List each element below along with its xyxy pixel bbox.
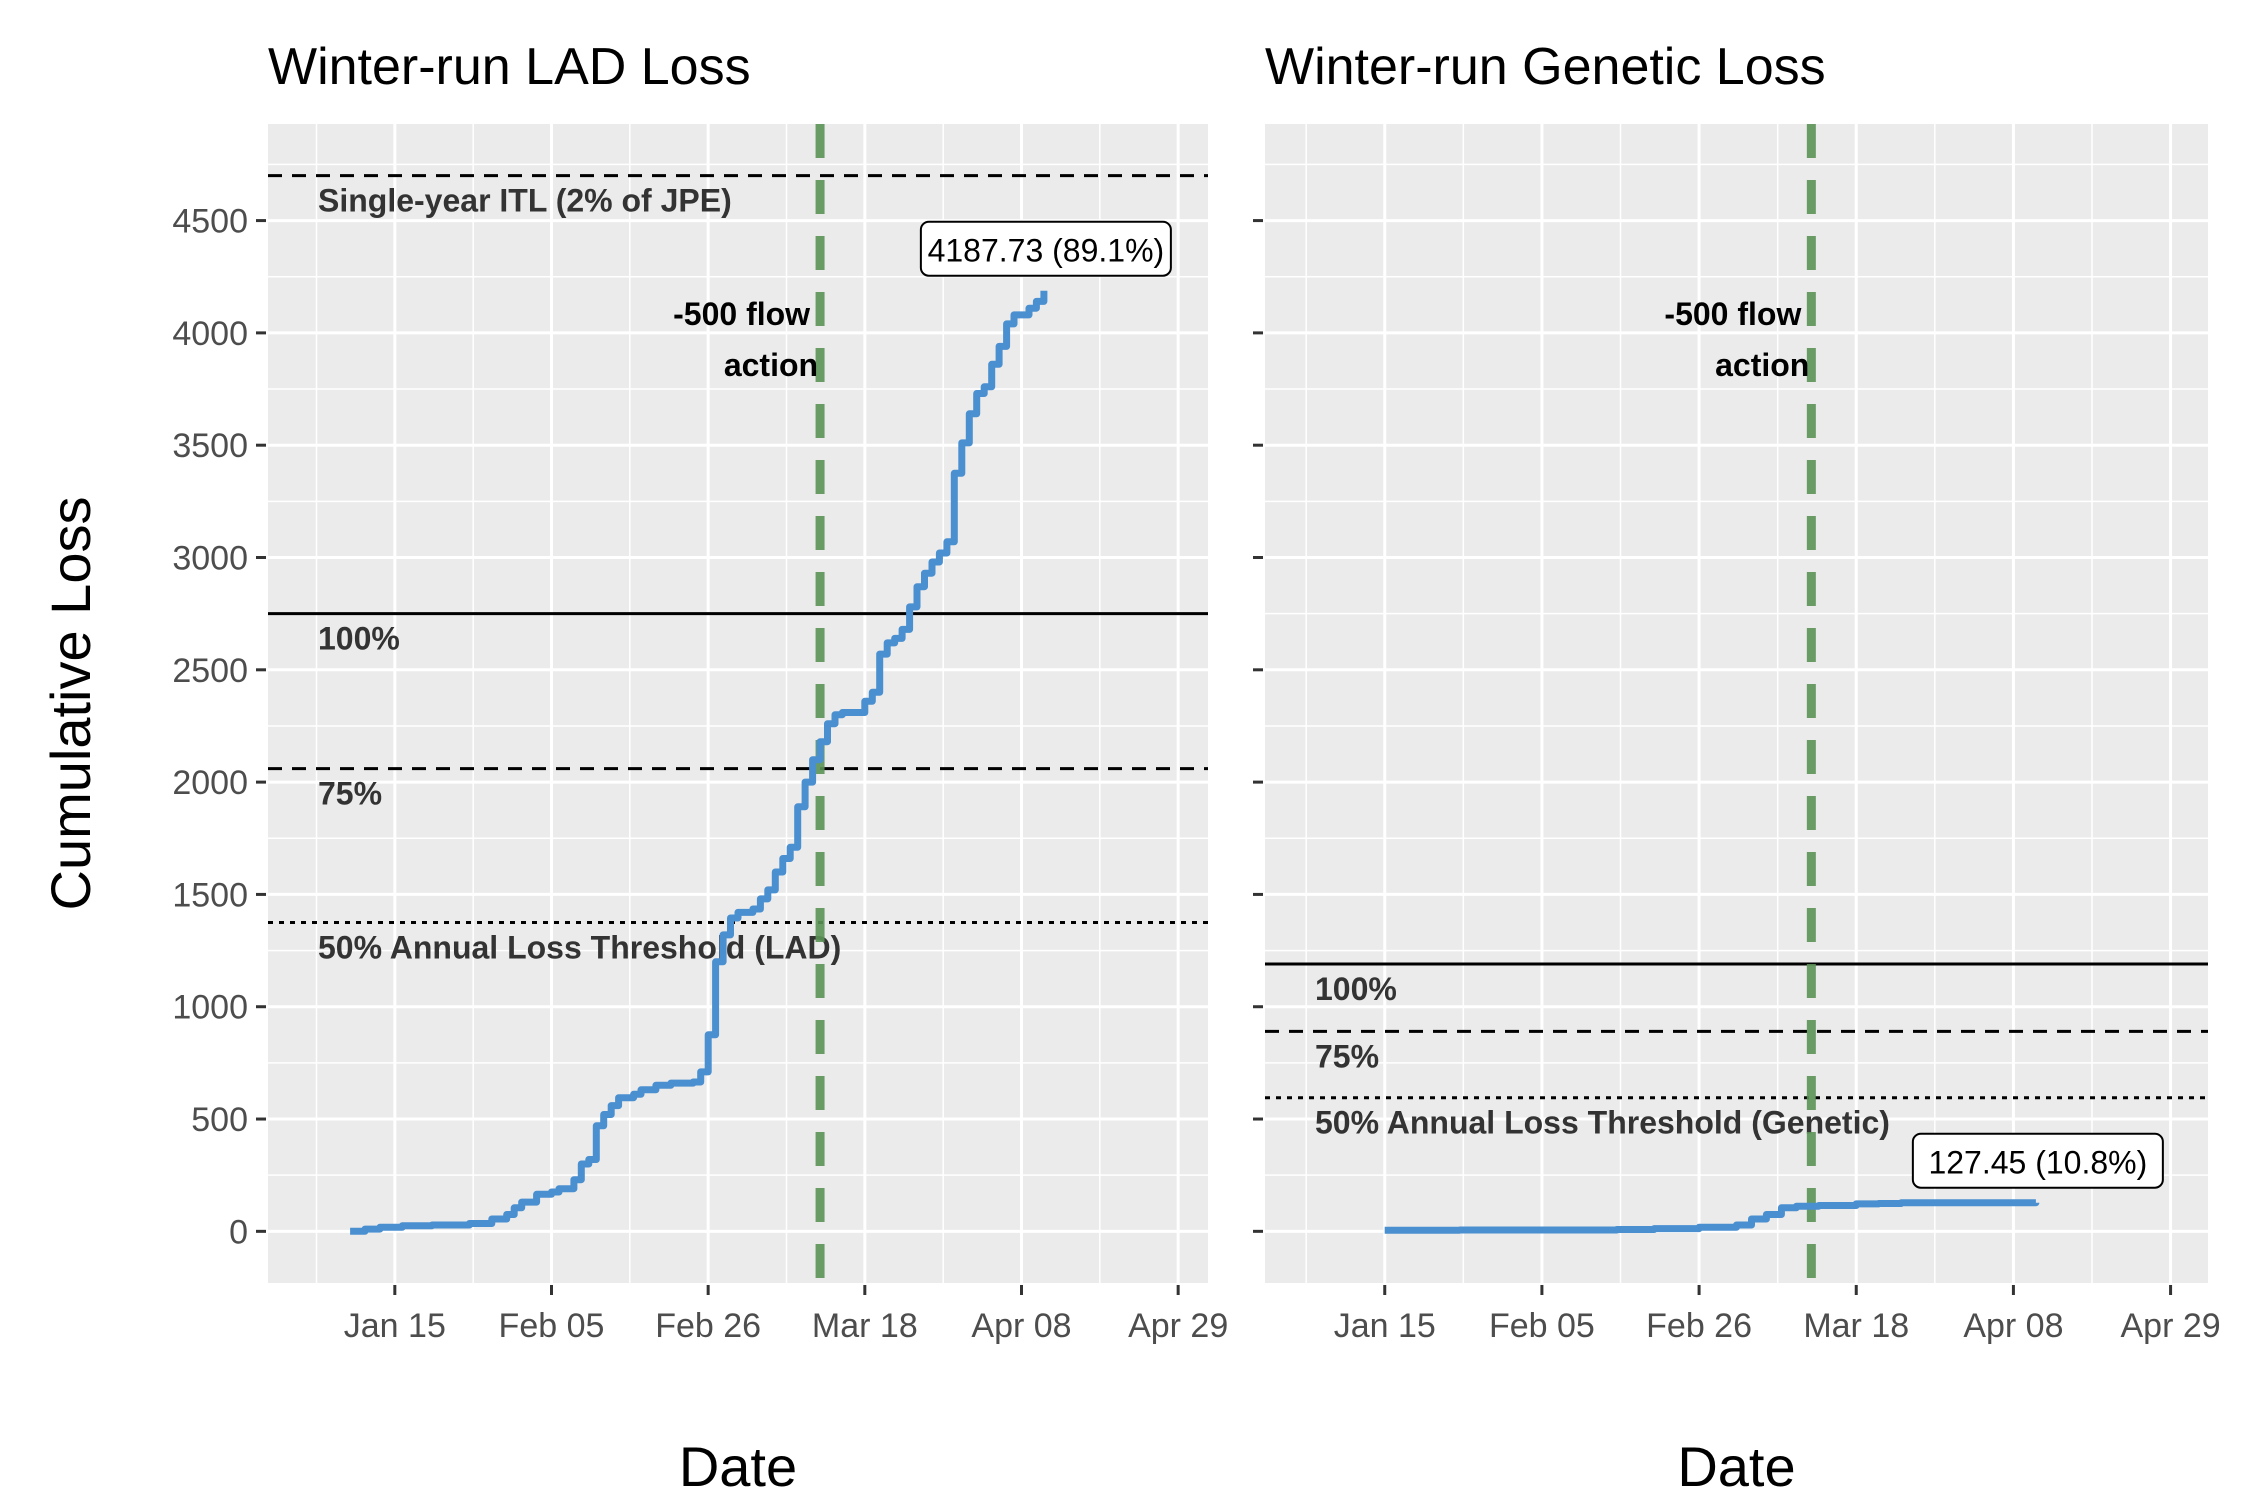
y-tick-label: 1500 [172, 876, 248, 914]
action-label: -500 flow [673, 296, 810, 332]
panel-background [268, 124, 1208, 1283]
x-tick-label: Apr 08 [1963, 1307, 2063, 1345]
action-label: action [724, 347, 818, 383]
end-value-label: 4187.73 (89.1%) [928, 233, 1165, 269]
x-tick-label: Mar 18 [812, 1307, 918, 1345]
y-tick-label: 2000 [172, 764, 248, 802]
x-axis-title: Date [1677, 1435, 1795, 1498]
y-tick-label: 1000 [172, 989, 248, 1027]
x-tick-label: Jan 15 [344, 1307, 446, 1345]
y-tick-label: 500 [191, 1101, 248, 1139]
threshold-label: 50% Annual Loss Threshold (LAD) [318, 929, 841, 965]
threshold-label: 50% Annual Loss Threshold (Genetic) [1315, 1105, 1890, 1141]
end-value-label: 127.45 (10.8%) [1928, 1145, 2147, 1181]
y-tick-label: 0 [229, 1213, 248, 1251]
end-value-label-box [919, 220, 1172, 277]
x-tick-label: Feb 05 [499, 1307, 605, 1345]
threshold-label: 75% [1315, 1038, 1379, 1074]
action-label: action [1715, 347, 1809, 383]
cumulative-loss-line [350, 290, 1048, 1235]
y-tick-label: 3000 [172, 540, 248, 578]
panel-title: Winter-run LAD Loss [268, 38, 751, 96]
cumulative-loss-line [1384, 1199, 2040, 1234]
action-label: -500 flow [1664, 296, 1801, 332]
x-tick-label: Mar 18 [1803, 1307, 1909, 1345]
x-tick-label: Feb 26 [1646, 1307, 1752, 1345]
x-tick-label: Jan 15 [1334, 1307, 1436, 1345]
end-value-label-box [1911, 1132, 2164, 1189]
threshold-label: 100% [318, 621, 400, 657]
x-tick-label: Apr 29 [2120, 1307, 2220, 1345]
x-tick-label: Apr 29 [1128, 1307, 1228, 1345]
x-tick-label: Feb 26 [655, 1307, 761, 1345]
threshold-label: 100% [1315, 971, 1397, 1007]
x-axis-title: Date [679, 1435, 797, 1498]
y-tick-label: 4000 [172, 315, 248, 353]
y-tick-label: 2500 [172, 652, 248, 690]
threshold-label: 75% [318, 776, 382, 812]
panel-background [1265, 124, 2208, 1283]
x-tick-label: Apr 08 [971, 1307, 1071, 1345]
threshold-label: Single-year ITL (2% of JPE) [318, 183, 732, 219]
panel-title: Winter-run Genetic Loss [1265, 38, 1826, 96]
y-tick-label: 3500 [172, 427, 248, 465]
y-tick-label: 4500 [172, 203, 248, 241]
y-axis-title: Cumulative Loss [39, 497, 102, 911]
x-tick-label: Feb 05 [1489, 1307, 1595, 1345]
